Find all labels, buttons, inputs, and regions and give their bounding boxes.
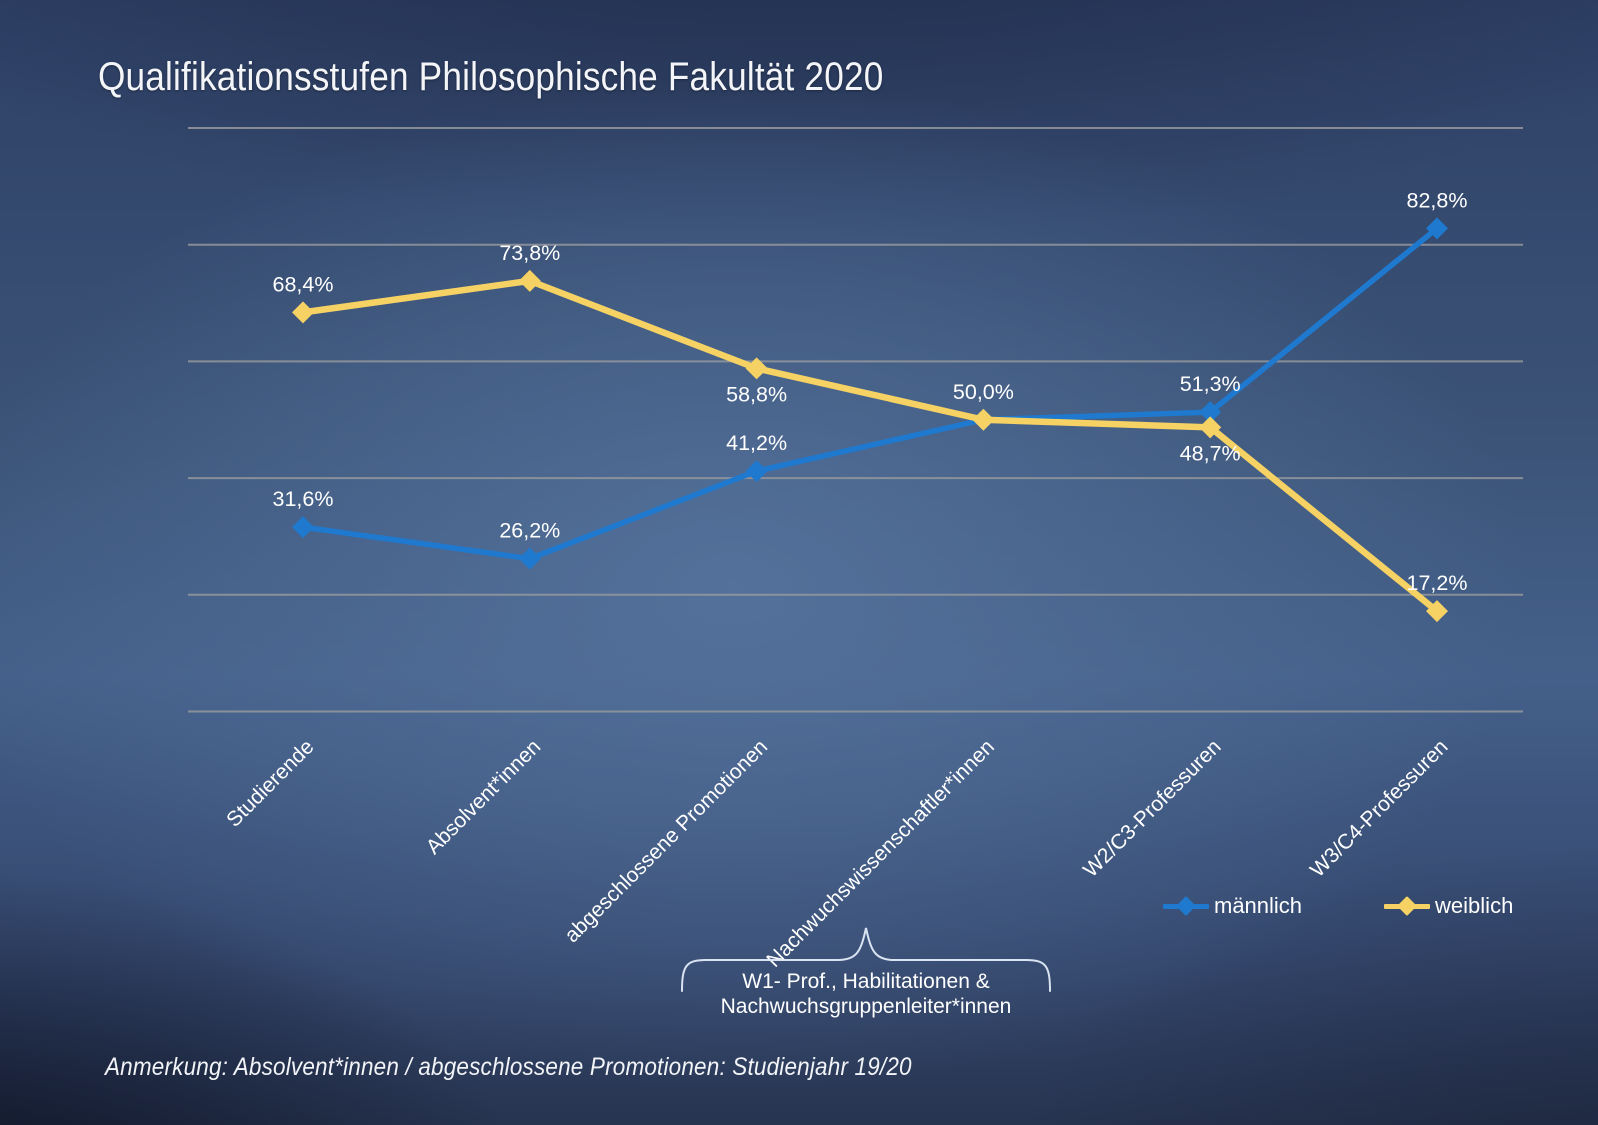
diamond-marker-weiblich xyxy=(1199,416,1222,439)
footnote: Anmerkung: Absolvent*innen / abgeschloss… xyxy=(105,1053,912,1081)
series-line-weiblich xyxy=(299,277,1441,615)
data-label: 73,8% xyxy=(499,241,560,265)
x-axis-label: W2/C3-Professuren xyxy=(1079,735,1226,882)
data-label: 17,2% xyxy=(1407,571,1468,595)
x-axis-label: Nachwuchswissenschaftler*innen xyxy=(762,735,999,972)
diamond-marker-weiblich xyxy=(972,408,995,431)
diamond-marker-männlich xyxy=(745,460,768,483)
data-label: 50,0% xyxy=(953,380,1014,404)
legend-line-diamond-icon-maennlich xyxy=(1163,903,1209,909)
legend-item-weiblich: weiblich xyxy=(1384,893,1513,919)
data-label: 58,8% xyxy=(726,382,787,406)
x-axis-label: Absolvent*innen xyxy=(422,735,546,859)
diamond-marker-weiblich xyxy=(292,301,314,324)
data-label: 82,8% xyxy=(1407,188,1468,212)
diamond-marker-weiblich xyxy=(518,269,541,292)
series-line-männlich xyxy=(300,225,1440,562)
diamond-marker-männlich xyxy=(292,516,314,539)
data-label: 41,2% xyxy=(726,431,787,455)
brace-annotation-line2: Nachwuchsgruppenleiter*innen xyxy=(720,995,1012,1018)
legend-line-diamond-icon-weiblich xyxy=(1384,903,1431,909)
x-axis-label: Studierende xyxy=(222,735,318,831)
data-label: 68,4% xyxy=(273,272,334,296)
legend-label-weiblich: weiblich xyxy=(1435,893,1514,918)
x-axis-label: abgeschlossene Promotionen xyxy=(560,735,772,947)
brace-annotation: W1- Prof., Habilitationen & Nachwuchsgru… xyxy=(666,969,1066,1019)
brace-annotation-line1: W1- Prof., Habilitationen & xyxy=(742,970,990,993)
legend-label-maennlich: männlich xyxy=(1214,893,1303,918)
diamond-marker-weiblich xyxy=(745,357,768,380)
data-label: 31,6% xyxy=(273,487,334,511)
diamond-marker-männlich xyxy=(1199,401,1222,424)
data-label: 51,3% xyxy=(1180,372,1241,396)
brace-icon xyxy=(681,927,1051,992)
x-axis-label: W3/C4-Professuren xyxy=(1306,735,1453,882)
diamond-marker-weiblich xyxy=(1426,600,1448,623)
diamond-marker-männlich xyxy=(518,547,541,570)
legend: männlich weiblich xyxy=(1163,893,1513,919)
data-label: 26,2% xyxy=(499,519,560,543)
legend-item-maennlich: männlich xyxy=(1163,893,1302,919)
data-label: 48,7% xyxy=(1180,441,1241,465)
diamond-marker-männlich xyxy=(1426,217,1448,240)
chart-title: Qualifikationsstufen Philosophische Faku… xyxy=(98,55,884,99)
